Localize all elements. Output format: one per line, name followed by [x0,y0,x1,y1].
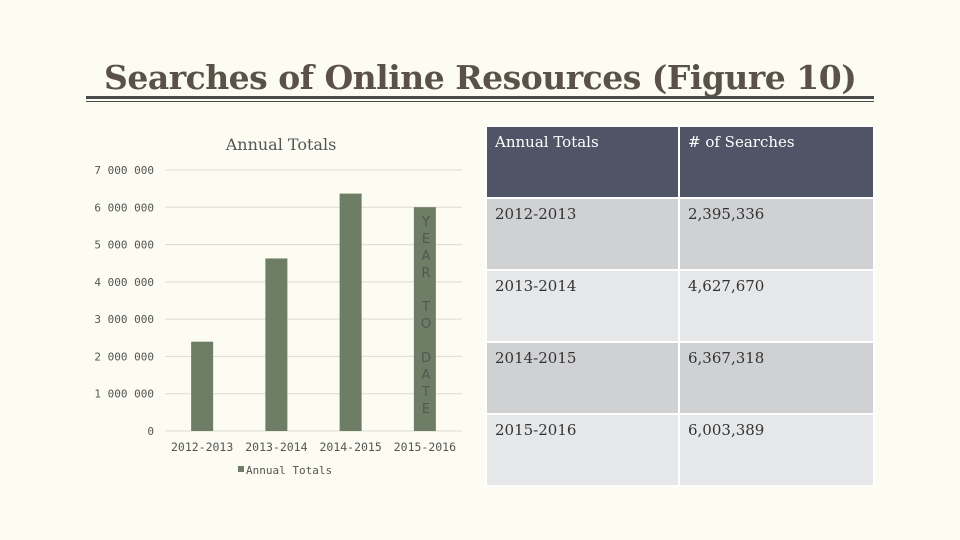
title-underline [86,96,874,99]
table-row: 2014-2015 6,367,318 [485,341,875,415]
legend-swatch [238,466,244,472]
table-cell-period: 2014-2015 [485,341,680,415]
ytd-letter: A [421,368,431,383]
ytd-letter: R [421,266,431,281]
ytd-letter: A [421,249,431,264]
x-tick-label: 2014-2015 [319,440,381,454]
ytd-letter: T [422,385,430,400]
ytd-letter: Y [422,215,430,230]
table-cell-period: 2013-2014 [485,269,680,343]
title-underline-thin [86,101,874,102]
legend-label: Annual Totals [246,464,332,477]
bar-chart: Annual Totals 0 1 000 000 2 000 000 3 000 00… [94,135,462,477]
y-tick-label: 4 000 000 [94,276,154,289]
ytd-letter: O [420,317,432,332]
bar [191,341,214,431]
y-tick-label: 0 [147,425,154,438]
legend: Annual Totals [238,464,332,477]
y-tick-label: 1 000 000 [94,388,154,401]
table-header-row: Annual Totals # of Searches [485,125,875,199]
table-cell-searches: 2,395,336 [678,197,875,271]
y-tick-label: 5 000 000 [94,239,154,252]
table-cell-searches: 6,003,389 [678,413,875,487]
slide-title: Searches of Online Resources (Figure 10) [104,58,857,97]
x-tick-label: 2015-2016 [394,440,456,454]
table-cell-period: 2015-2016 [485,413,680,487]
chart-title: Annual Totals [225,135,337,154]
annual-totals-table: Annual Totals # of Searches 2012-2013 2,… [485,125,875,487]
ytd-gap [416,333,436,350]
table-row: 2015-2016 6,003,389 [485,413,875,487]
x-tick-label: 2012-2013 [171,440,233,454]
ytd-letter: E [421,402,431,417]
bar [265,258,288,431]
ytd-letter: E [421,232,431,247]
y-tick-label: 3 000 000 [94,313,154,326]
ytd-letter: T [422,300,430,315]
bar [413,207,436,431]
table-header-period: Annual Totals [485,125,680,199]
bar [339,193,362,431]
y-tick-label: 6 000 000 [94,201,154,214]
y-tick-label: 7 000 000 [94,164,154,177]
table-cell-searches: 4,627,670 [678,269,875,343]
table-cell-searches: 6,367,318 [678,341,875,415]
table-cell-period: 2012-2013 [485,197,680,271]
table-header-searches: # of Searches [678,125,875,199]
table-row: 2013-2014 4,627,670 [485,269,875,343]
x-tick-label: 2013-2014 [245,440,307,454]
ytd-letter: D [420,351,431,366]
y-tick-label: 2 000 000 [94,350,154,363]
ytd-gap [416,282,436,299]
table-row: 2012-2013 2,395,336 [485,197,875,271]
